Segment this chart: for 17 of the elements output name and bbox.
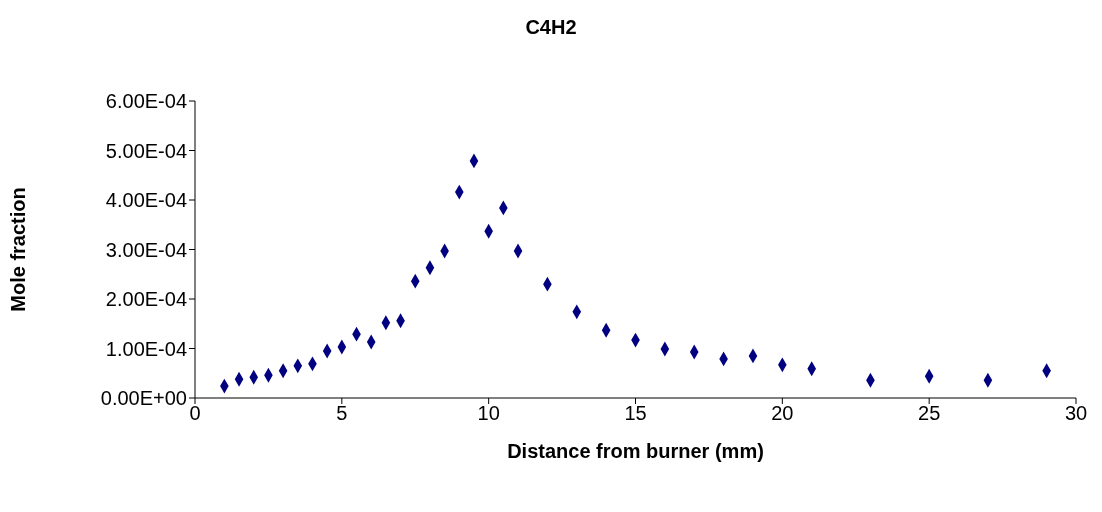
y-tick-label: 3.00E-04 [105,238,187,261]
y-tick-label: 2.00E-04 [105,288,187,311]
y-axis-title: Mole fraction [7,187,30,312]
chart-title: C4H2 [524,16,578,39]
x-tick-label: 15 [624,402,647,425]
y-tick-label: 4.00E-04 [105,189,187,212]
y-tick-label: 5.00E-04 [105,139,187,162]
x-axis-title: Distance from burner (mm) [507,440,764,462]
x-tick-label: 5 [336,402,348,425]
y-tick-label: 0.00E+00 [100,387,187,410]
x-tick-label: 25 [918,402,941,425]
y-tick-label: 1.00E-04 [105,337,187,360]
y-tick-label: 6.00E-04 [105,90,187,113]
x-tick-label: 30 [1064,402,1088,425]
x-tick-label: 20 [771,402,794,425]
x-tick-label: 0 [189,402,201,425]
x-tick-label: 10 [477,402,500,425]
